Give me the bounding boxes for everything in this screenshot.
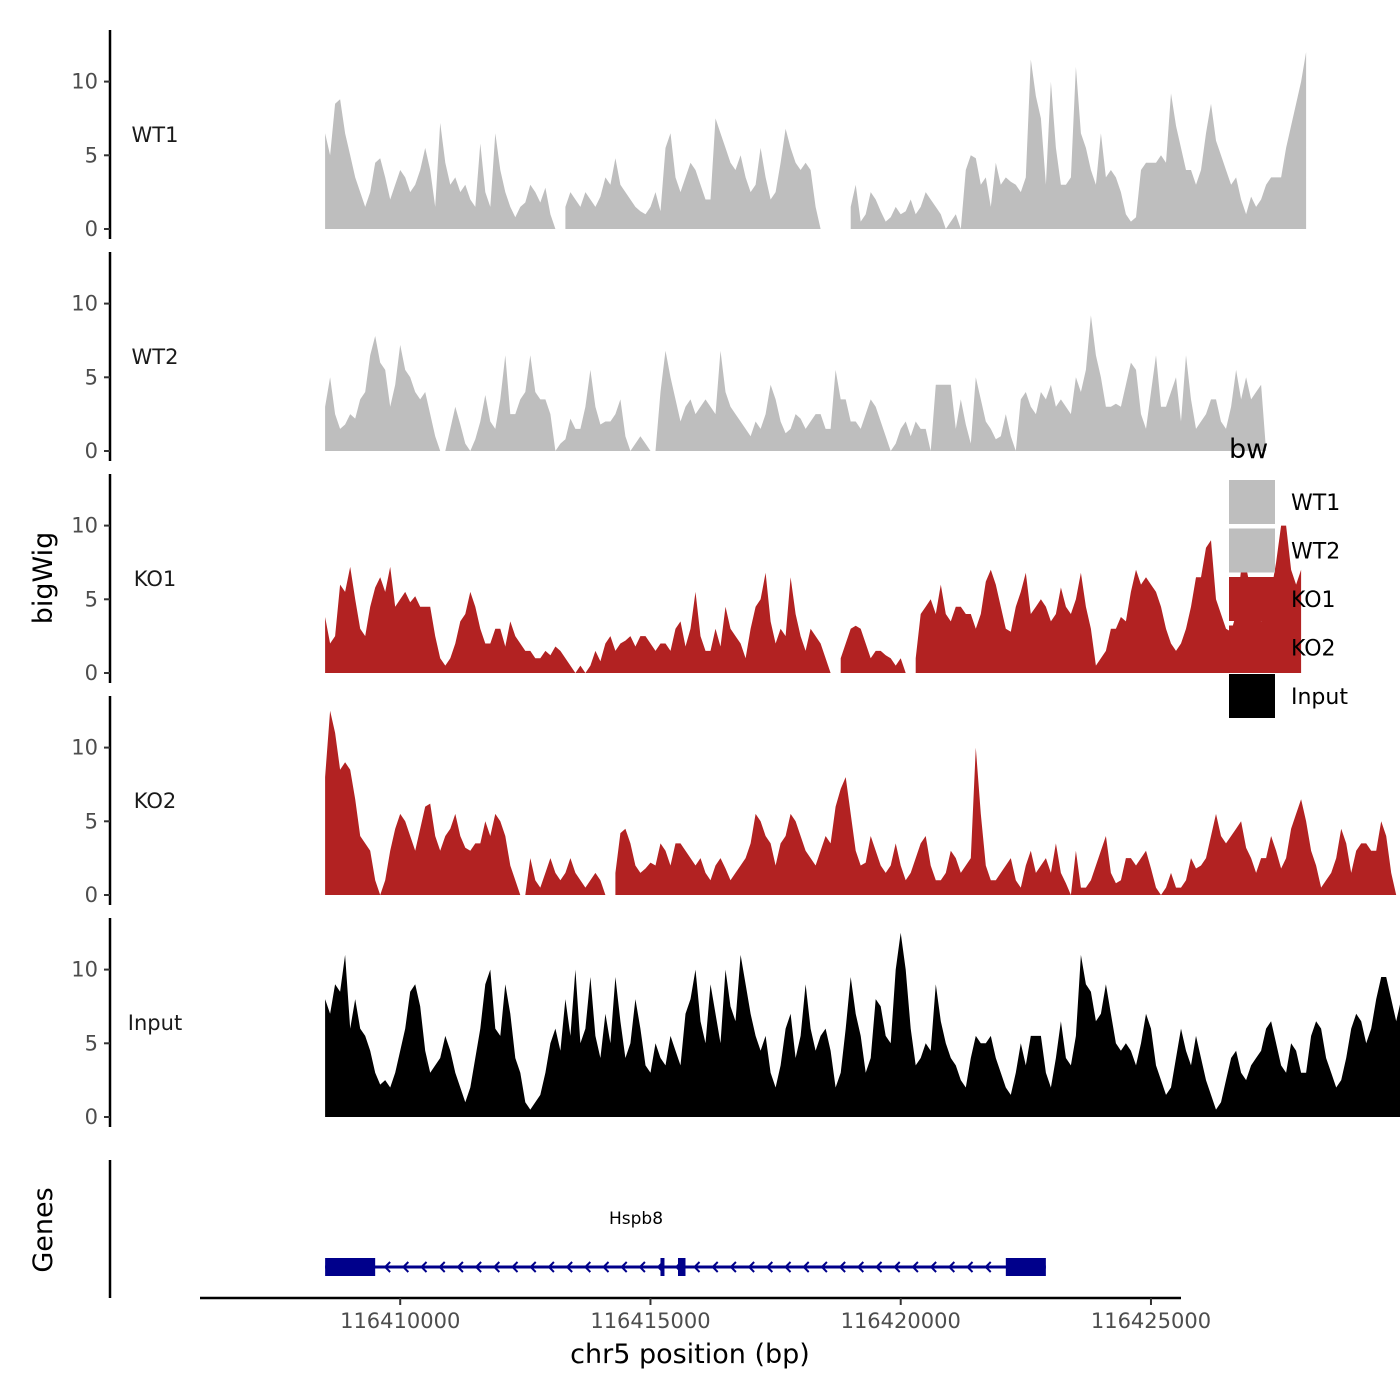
area-wt2-segment-0 [325,315,1267,451]
legend-label-input: Input [1291,685,1348,710]
gene-strand-arrow-18 [711,1261,719,1273]
area-ko1-segment-1 [840,625,906,673]
y-tick-label-ko2-0: 0 [85,883,98,907]
gene-strand-arrow-29 [911,1261,919,1273]
track-ko1: 0 5 10 KO1 [71,474,1302,685]
area-ko2-segment-0 [325,710,606,895]
x-axis: 116410000 116415000 116420000 116425000 [200,1296,1211,1333]
gene-strand-arrow-20 [747,1261,755,1273]
track-label-ko2: KO2 [134,789,177,813]
track-label-ko1: KO1 [134,567,177,591]
legend-swatch-wt2 [1229,528,1275,573]
x-tick-label-116410000: 116410000 [340,1309,460,1333]
legend-swatch-wt1 [1229,480,1275,524]
y-tick-label-input-10: 10 [71,958,98,982]
gene-strand-arrow-5 [474,1261,482,1273]
y-tick-label-input-0: 0 [85,1105,98,1129]
gene-strand-arrow-30 [929,1261,937,1273]
gene-strand-arrow-1 [401,1261,410,1273]
legend-label-ko1: KO1 [1291,588,1336,613]
area-wt1-segment-0 [325,99,556,229]
track-ko2: 0 5 10 KO2 [71,696,1397,907]
gene-exon-2 [677,1258,686,1276]
gene-strand-arrow-2 [420,1261,428,1273]
x-tick-label-116420000: 116420000 [841,1309,961,1333]
y-tick-label-ko1-5: 5 [85,587,98,611]
gene-strand-arrow-17 [693,1261,701,1273]
gene-track: Hspb8 [108,1160,1046,1298]
gene-exon-1 [660,1258,665,1276]
y-tick-label-wt1-10: 10 [71,70,98,94]
gene-strand-arrow-0 [383,1261,391,1273]
gene-strand-arrow-6 [492,1261,501,1273]
gene-strand-arrow-28 [893,1261,901,1273]
y-tick-label-input-5: 5 [85,1031,98,1055]
area-ko1-segment-0 [325,566,831,673]
track-label-wt2: WT2 [132,345,179,369]
area-wt1-segment-2 [850,52,1307,229]
gene-strand-arrow-32 [966,1261,974,1273]
track-label-input: Input [128,1011,182,1035]
gene-exon-0 [325,1258,376,1276]
y-axis-title: bigWig [28,532,59,625]
gene-strand-arrow-26 [856,1261,865,1273]
gene-strand-arrow-31 [947,1261,956,1273]
gene-name-label: Hspb8 [609,1209,663,1229]
gene-strand-arrow-19 [729,1261,737,1273]
legend-swatch-ko1 [1229,577,1275,621]
x-tick-label-116425000: 116425000 [1091,1309,1211,1333]
gene-strand-arrow-9 [547,1261,555,1273]
gene-strand-arrow-27 [875,1261,883,1273]
gene-strand-arrow-14 [638,1261,646,1273]
gene-strand-arrow-22 [784,1261,792,1273]
y-tick-label-ko2-10: 10 [71,736,98,760]
gene-strand-arrow-3 [438,1261,446,1273]
track-input: 0 5 10 Input [71,918,1400,1129]
gene-strand-arrow-10 [565,1261,573,1273]
track-label-wt1: WT1 [132,123,179,147]
gene-strand-arrow-8 [529,1261,537,1273]
legend-title: bw [1229,434,1268,465]
area-ko1-segment-2 [915,525,1302,673]
y-tick-label-wt2-0: 0 [85,439,98,463]
y-tick-label-wt1-5: 5 [85,143,98,167]
y-tick-label-wt1-0: 0 [85,217,98,241]
legend: bw WT1 WT2 KO1 KO2 Input [1229,434,1348,718]
gene-strand-arrow-25 [838,1261,846,1273]
gene-strand-arrow-4 [456,1261,464,1273]
area-input-segment-0 [325,932,1400,1117]
gene-strand-arrow-12 [602,1261,610,1273]
track-wt1: 0 5 10 WT1 [71,30,1307,241]
gene-strand-arrow-13 [620,1261,628,1273]
x-tick-label-116415000: 116415000 [590,1309,710,1333]
gene-strand-arrow-33 [984,1261,992,1273]
gene-strand-arrow-21 [765,1261,774,1273]
legend-label-ko2: KO2 [1291,637,1336,662]
y-tick-label-ko2-5: 5 [85,809,98,833]
gene-strand-arrow-23 [802,1261,810,1273]
y-tick-label-ko1-10: 10 [71,514,98,538]
area-wt1-segment-1 [565,118,821,229]
legend-swatch-input [1229,674,1275,718]
y-tick-label-wt2-5: 5 [85,365,98,389]
legend-swatch-ko2 [1229,625,1275,670]
x-axis-title: chr5 position (bp) [570,1339,810,1370]
gene-strand-arrow-7 [511,1261,519,1273]
gene-strand-arrow-11 [583,1261,592,1273]
area-ko2-segment-1 [615,747,1397,895]
legend-label-wt1: WT1 [1291,491,1340,516]
y-tick-label-ko1-0: 0 [85,661,98,685]
tracks-layer: 0 5 10 WT1 0 5 10 WT2 0 5 10 KO1 0 5 10 KO2 0 5 10 Input [71,30,1400,1129]
gene-exon-3 [1005,1258,1046,1276]
track-wt2: 0 5 10 WT2 [71,252,1267,463]
genes-axis-title: Genes [28,1187,59,1272]
gene-strand-arrow-24 [820,1261,828,1273]
y-tick-label-wt2-10: 10 [71,292,98,316]
legend-label-wt2: WT2 [1291,540,1340,565]
